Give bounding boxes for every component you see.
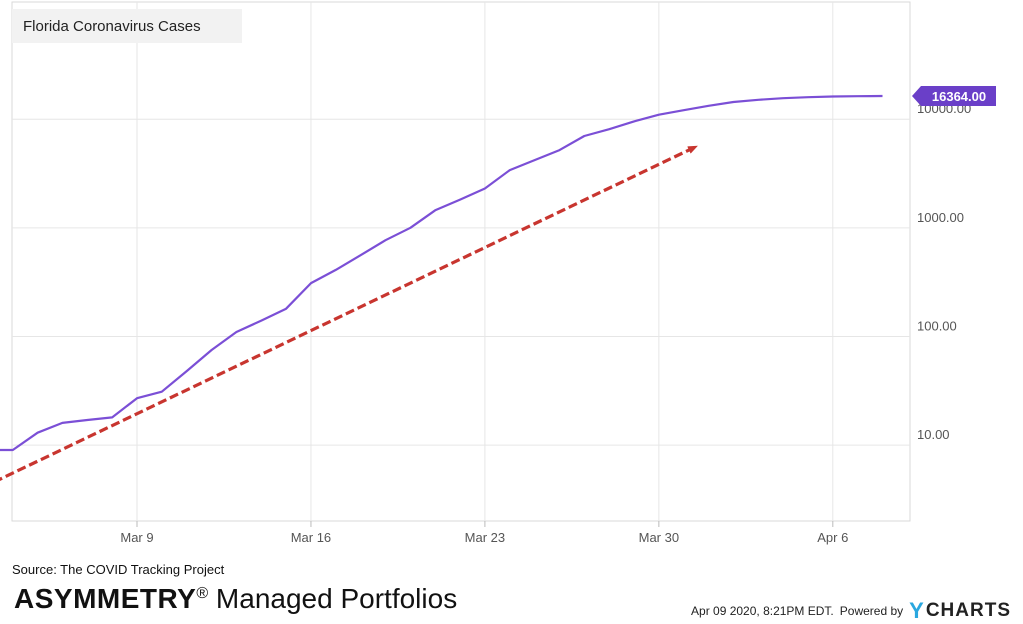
line-chart: Mar 9 Mar 16 Mar 23 Mar 30 Apr 6 10.00 100.00 1… — [0, 1, 996, 545]
brand-logo: ASYMMETRY® Managed Portfolios — [14, 583, 457, 615]
powered-by: Powered by — [839, 604, 904, 618]
y-tick-label: 100.00 — [917, 318, 957, 333]
chart-title: Florida Coronavirus Cases — [12, 9, 242, 43]
y-tick-label: 1000.00 — [917, 210, 964, 225]
chart-area: Mar 9 Mar 16 Mar 23 Mar 30 Apr 6 10.00 100.00 1… — [0, 1, 996, 545]
brand-light: Managed Portfolios — [208, 583, 458, 614]
x-tick-label: Mar 9 — [120, 530, 153, 545]
x-tick-label: Mar 16 — [291, 530, 331, 545]
ycharts-logo[interactable]: Y CHARTS — [909, 598, 1011, 624]
brand-registered: ® — [196, 585, 209, 602]
x-tick-label: Mar 23 — [465, 530, 505, 545]
y-tick-label: 10.00 — [917, 427, 950, 442]
chart-title-text: Florida Coronavirus Cases — [23, 17, 201, 35]
plot-frame — [11, 1, 911, 522]
timestamp: Apr 09 2020, 8:21PM EDT. — [691, 604, 834, 618]
x-tick-label: Mar 30 — [639, 530, 679, 545]
last-value-label: 16364.00 — [932, 89, 986, 104]
footer-credit: Apr 09 2020, 8:21PM EDT. Powered by Y CH… — [691, 598, 1011, 624]
series-line — [0, 94, 883, 452]
trend-arrow — [0, 145, 698, 481]
source-note: Source: The COVID Tracking Project — [12, 562, 225, 577]
x-tick-label: Apr 6 — [817, 530, 848, 545]
ycharts-y-icon: Y — [909, 598, 925, 623]
brand-strong: ASYMMETRY — [14, 583, 197, 614]
last-value-badge — [912, 85, 996, 106]
ycharts-text: CHARTS — [925, 600, 1011, 621]
